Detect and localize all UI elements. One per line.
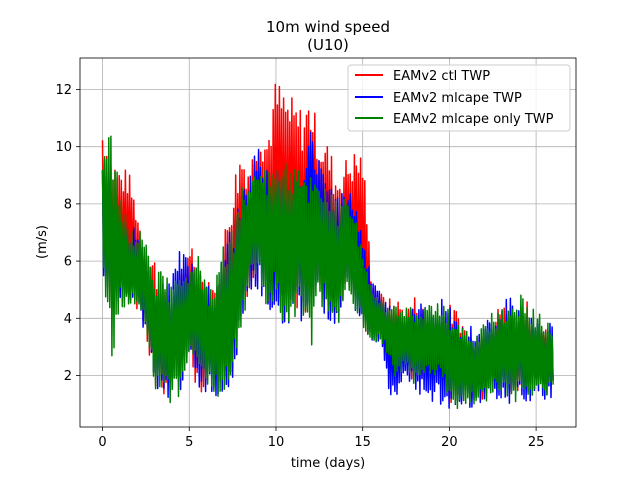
chart-title: 10m wind speed xyxy=(266,18,390,36)
series-mlcape-only-line xyxy=(101,135,554,410)
y-tick-label: 8 xyxy=(64,197,72,212)
legend-label-ctl: EAMv2 ctl TWP xyxy=(393,69,490,84)
x-tick-label: 10 xyxy=(268,435,285,450)
y-tick-label: 6 xyxy=(64,255,72,270)
legend-box xyxy=(347,64,571,132)
x-tick-label: 0 xyxy=(98,435,106,450)
series-layer xyxy=(101,83,554,410)
y-tick-label: 2 xyxy=(64,369,72,384)
y-tick-label: 12 xyxy=(55,83,72,98)
y-tick-label: 10 xyxy=(55,140,72,155)
y-tick-label: 4 xyxy=(64,312,72,327)
plot-frame xyxy=(79,57,577,428)
legend-label-mlcape: EAMv2 mlcape TWP xyxy=(393,91,522,106)
legend: EAMv2 ctl TWP EAMv2 mlcape TWP EAMv2 mlc… xyxy=(347,64,571,132)
x-tick-label: 25 xyxy=(528,435,545,450)
x-axis-label: time (days) xyxy=(291,456,365,471)
x-tick-label: 15 xyxy=(354,435,371,450)
x-tick-label: 20 xyxy=(441,435,458,450)
legend-label-mlcape-only: EAMv2 mlcape only TWP xyxy=(393,112,554,127)
x-tick-label: 5 xyxy=(185,435,193,450)
y-axis-label: (m/s) xyxy=(35,225,50,259)
chart-subtitle: (U10) xyxy=(307,36,349,54)
tick-layer: 0 5 10 15 20 25 2 4 6 8 10 12 xyxy=(55,83,544,450)
